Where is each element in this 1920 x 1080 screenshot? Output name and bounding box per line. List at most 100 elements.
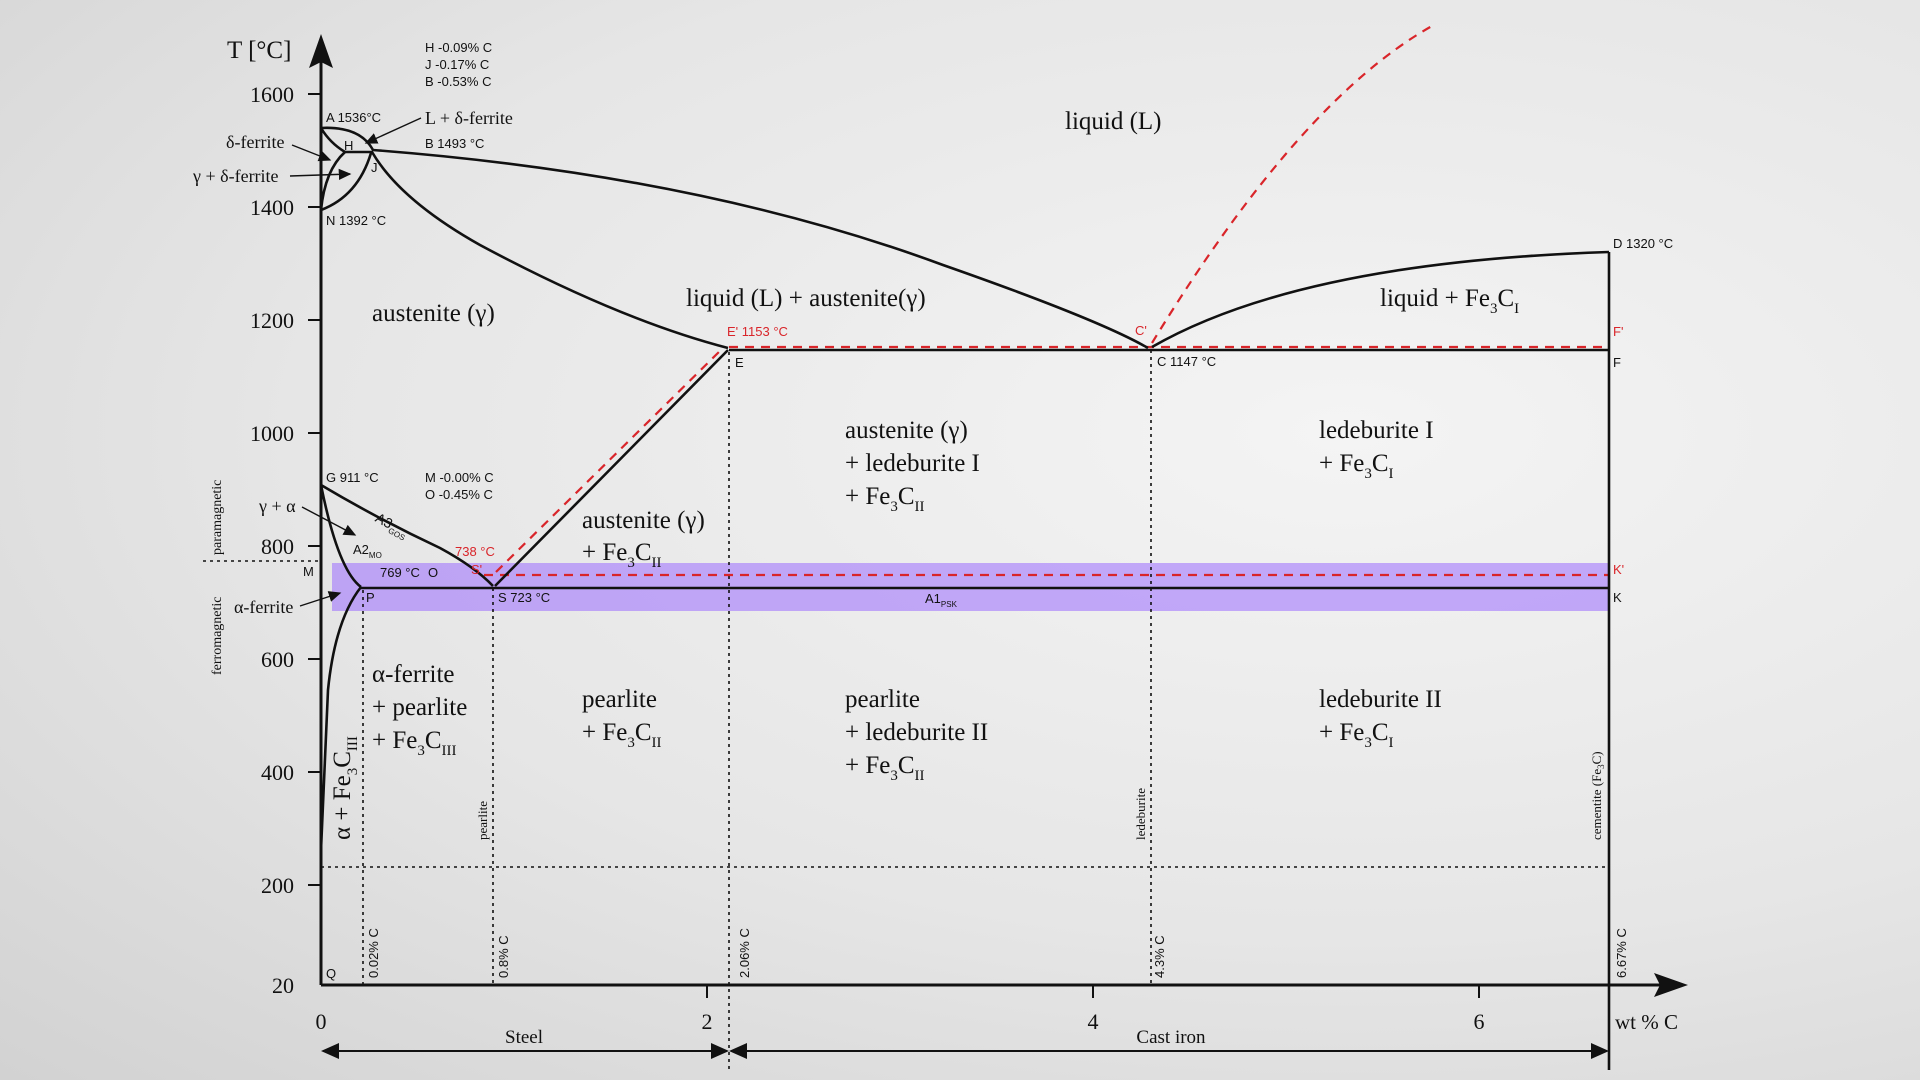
transformation-labels: A3GOS A2MO A1PSK xyxy=(353,509,958,609)
point-c: C 1147 °C xyxy=(1157,354,1216,369)
point-b: B 1493 °C xyxy=(425,136,484,151)
region-alpha-pearlite-l2: + pearlite xyxy=(372,694,467,721)
y-tick-1600: 1600 xyxy=(250,82,294,107)
point-e-prime: E' 1153 °C xyxy=(727,324,788,339)
y-ticks xyxy=(308,93,321,886)
y-axis-label: T [°C] xyxy=(227,37,291,64)
paramagnetic-label: paramagnetic xyxy=(210,480,225,555)
point-s-prime-temp: 738 °C xyxy=(455,544,495,559)
point-h: H xyxy=(344,138,353,153)
region-pearlite-fe3c-l2: + Fe3CII xyxy=(582,719,662,751)
point-d: D 1320 °C xyxy=(1613,236,1673,251)
phase-boundaries xyxy=(319,126,1611,1070)
region-labels: liquid (L) liquid (L) + austenite(γ) liq… xyxy=(372,108,1519,784)
comp-o: O -0.45% C xyxy=(425,487,493,502)
x-tick-6: 6 xyxy=(1474,1009,1485,1034)
point-k: K xyxy=(1613,590,1622,605)
region-pearlite-led-l2: + ledeburite II xyxy=(845,719,988,746)
point-a: A 1536°C xyxy=(326,110,381,125)
y-axis-arrowhead xyxy=(309,34,333,68)
region-liquid-fe3c: liquid + Fe3CI xyxy=(1380,285,1519,317)
steel-label: Steel xyxy=(505,1027,543,1048)
comp-m: M -0.00% C xyxy=(425,470,494,485)
point-g: G 911 °C xyxy=(326,470,379,485)
label-delta-ferrite: δ-ferrite xyxy=(226,132,284,152)
region-austenite-led-l3: + Fe3CII xyxy=(845,483,925,515)
y-tick-1400: 1400 xyxy=(250,195,294,220)
x-ticks xyxy=(706,985,1480,998)
y-tick-600: 600 xyxy=(261,647,294,672)
label-alpha-ferrite: α-ferrite xyxy=(234,597,293,617)
region-liquid-austenite: liquid (L) + austenite(γ) xyxy=(686,285,926,312)
region-ledeburite2-l1: ledeburite II xyxy=(1319,686,1442,713)
small-labels: L + δ-ferrite δ-ferrite γ + δ-ferrite γ … xyxy=(192,108,513,617)
label-l-delta: L + δ-ferrite xyxy=(425,108,513,128)
y-tick-labels: 1600 1400 1200 1000 800 600 400 200 20 xyxy=(250,82,294,998)
region-austenite-fe3c-l2: + Fe3CII xyxy=(582,539,662,571)
x-axis-arrowhead xyxy=(1654,973,1688,997)
point-o: O xyxy=(428,565,438,580)
vlabel-2-06: 2.06% C xyxy=(737,928,752,978)
y-tick-200: 200 xyxy=(261,873,294,898)
point-e: E xyxy=(735,355,744,370)
a1-label: A1PSK xyxy=(925,591,958,609)
point-q: Q xyxy=(326,966,336,981)
y-tick-20: 20 xyxy=(272,973,294,998)
vlabel-6-67: 6.67% C xyxy=(1614,928,1629,978)
region-pearlite-led-l1: pearlite xyxy=(845,686,920,713)
x-tick-4: 4 xyxy=(1088,1009,1099,1034)
comp-b: B -0.53% C xyxy=(425,74,491,89)
point-j: J xyxy=(371,160,378,175)
point-n: N 1392 °C xyxy=(326,213,386,228)
a2-label: A2MO xyxy=(353,542,382,560)
point-s: S 723 °C xyxy=(498,590,550,605)
x-axis-label: wt % C xyxy=(1615,1010,1678,1034)
point-m: M xyxy=(303,564,314,579)
region-austenite-led-l1: austenite (γ) xyxy=(845,417,968,444)
y-tick-400: 400 xyxy=(261,760,294,785)
vlabel-4-3: 4.3% C xyxy=(1152,935,1167,978)
a3-label: A3GOS xyxy=(371,509,411,542)
label-gamma-alpha: γ + α xyxy=(258,496,296,516)
vlabel-0-02: 0.02% C xyxy=(366,928,381,978)
region-pearlite-led-l3: + Fe3CII xyxy=(845,752,925,784)
pointer-arrows xyxy=(289,117,422,607)
region-austenite-fe3c-l1: austenite (γ) xyxy=(582,507,705,534)
vlabel-pearlite: pearlite xyxy=(475,801,490,840)
point-f: F xyxy=(1613,355,1621,370)
point-s-prime: S' xyxy=(471,562,482,577)
comp-h: H -0.09% C xyxy=(425,40,492,55)
region-alpha-fe3c: α + Fe3CIII xyxy=(329,736,361,840)
x-tick-labels: 0 2 4 6 xyxy=(316,1009,1485,1034)
point-labels: A 1536°C B 1493 °C H J N 1392 °C G 911 °… xyxy=(303,110,1673,981)
y-tick-1000: 1000 xyxy=(250,421,294,446)
region-pearlite-fe3c-l1: pearlite xyxy=(582,686,657,713)
composition-notes: H -0.09% C J -0.17% C B -0.53% C M -0.00… xyxy=(425,40,494,502)
vertical-composition-labels: 0.02% C 0.8% C 2.06% C 4.3% C 6.67% C pe… xyxy=(366,751,1629,978)
point-c-prime: C' xyxy=(1135,323,1147,338)
vlabel-0-8: 0.8% C xyxy=(496,935,511,978)
region-liquid: liquid (L) xyxy=(1065,108,1162,135)
mo-temp: 769 °C xyxy=(380,565,420,580)
vlabel-cementite: cementite (Fe3C) xyxy=(1589,751,1606,840)
y-tick-800: 800 xyxy=(261,534,294,559)
comp-j: J -0.17% C xyxy=(425,57,489,72)
x-tick-2: 2 xyxy=(702,1009,713,1034)
region-ledeburite1-l1: ledeburite I xyxy=(1319,417,1434,444)
region-alpha-pearlite-l3: + Fe3CIII xyxy=(372,727,457,759)
axes xyxy=(319,45,1680,987)
vlabel-ledeburite: ledeburite xyxy=(1133,788,1148,840)
ferromagnetic-label: ferromagnetic xyxy=(210,596,225,675)
label-gamma-delta: γ + δ-ferrite xyxy=(192,166,279,186)
region-ledeburite2-l2: + Fe3CI xyxy=(1319,719,1394,751)
region-austenite: austenite (γ) xyxy=(372,300,495,327)
x-tick-0: 0 xyxy=(316,1009,327,1034)
region-ledeburite1-l2: + Fe3CI xyxy=(1319,450,1394,482)
region-austenite-led-l2: + ledeburite I xyxy=(845,450,980,477)
metastable-lines xyxy=(484,25,1610,577)
point-f-prime: F' xyxy=(1613,324,1623,339)
cast-iron-label: Cast iron xyxy=(1136,1027,1206,1048)
region-alpha-pearlite-l1: α-ferrite xyxy=(372,661,454,688)
point-p: P xyxy=(366,590,375,605)
